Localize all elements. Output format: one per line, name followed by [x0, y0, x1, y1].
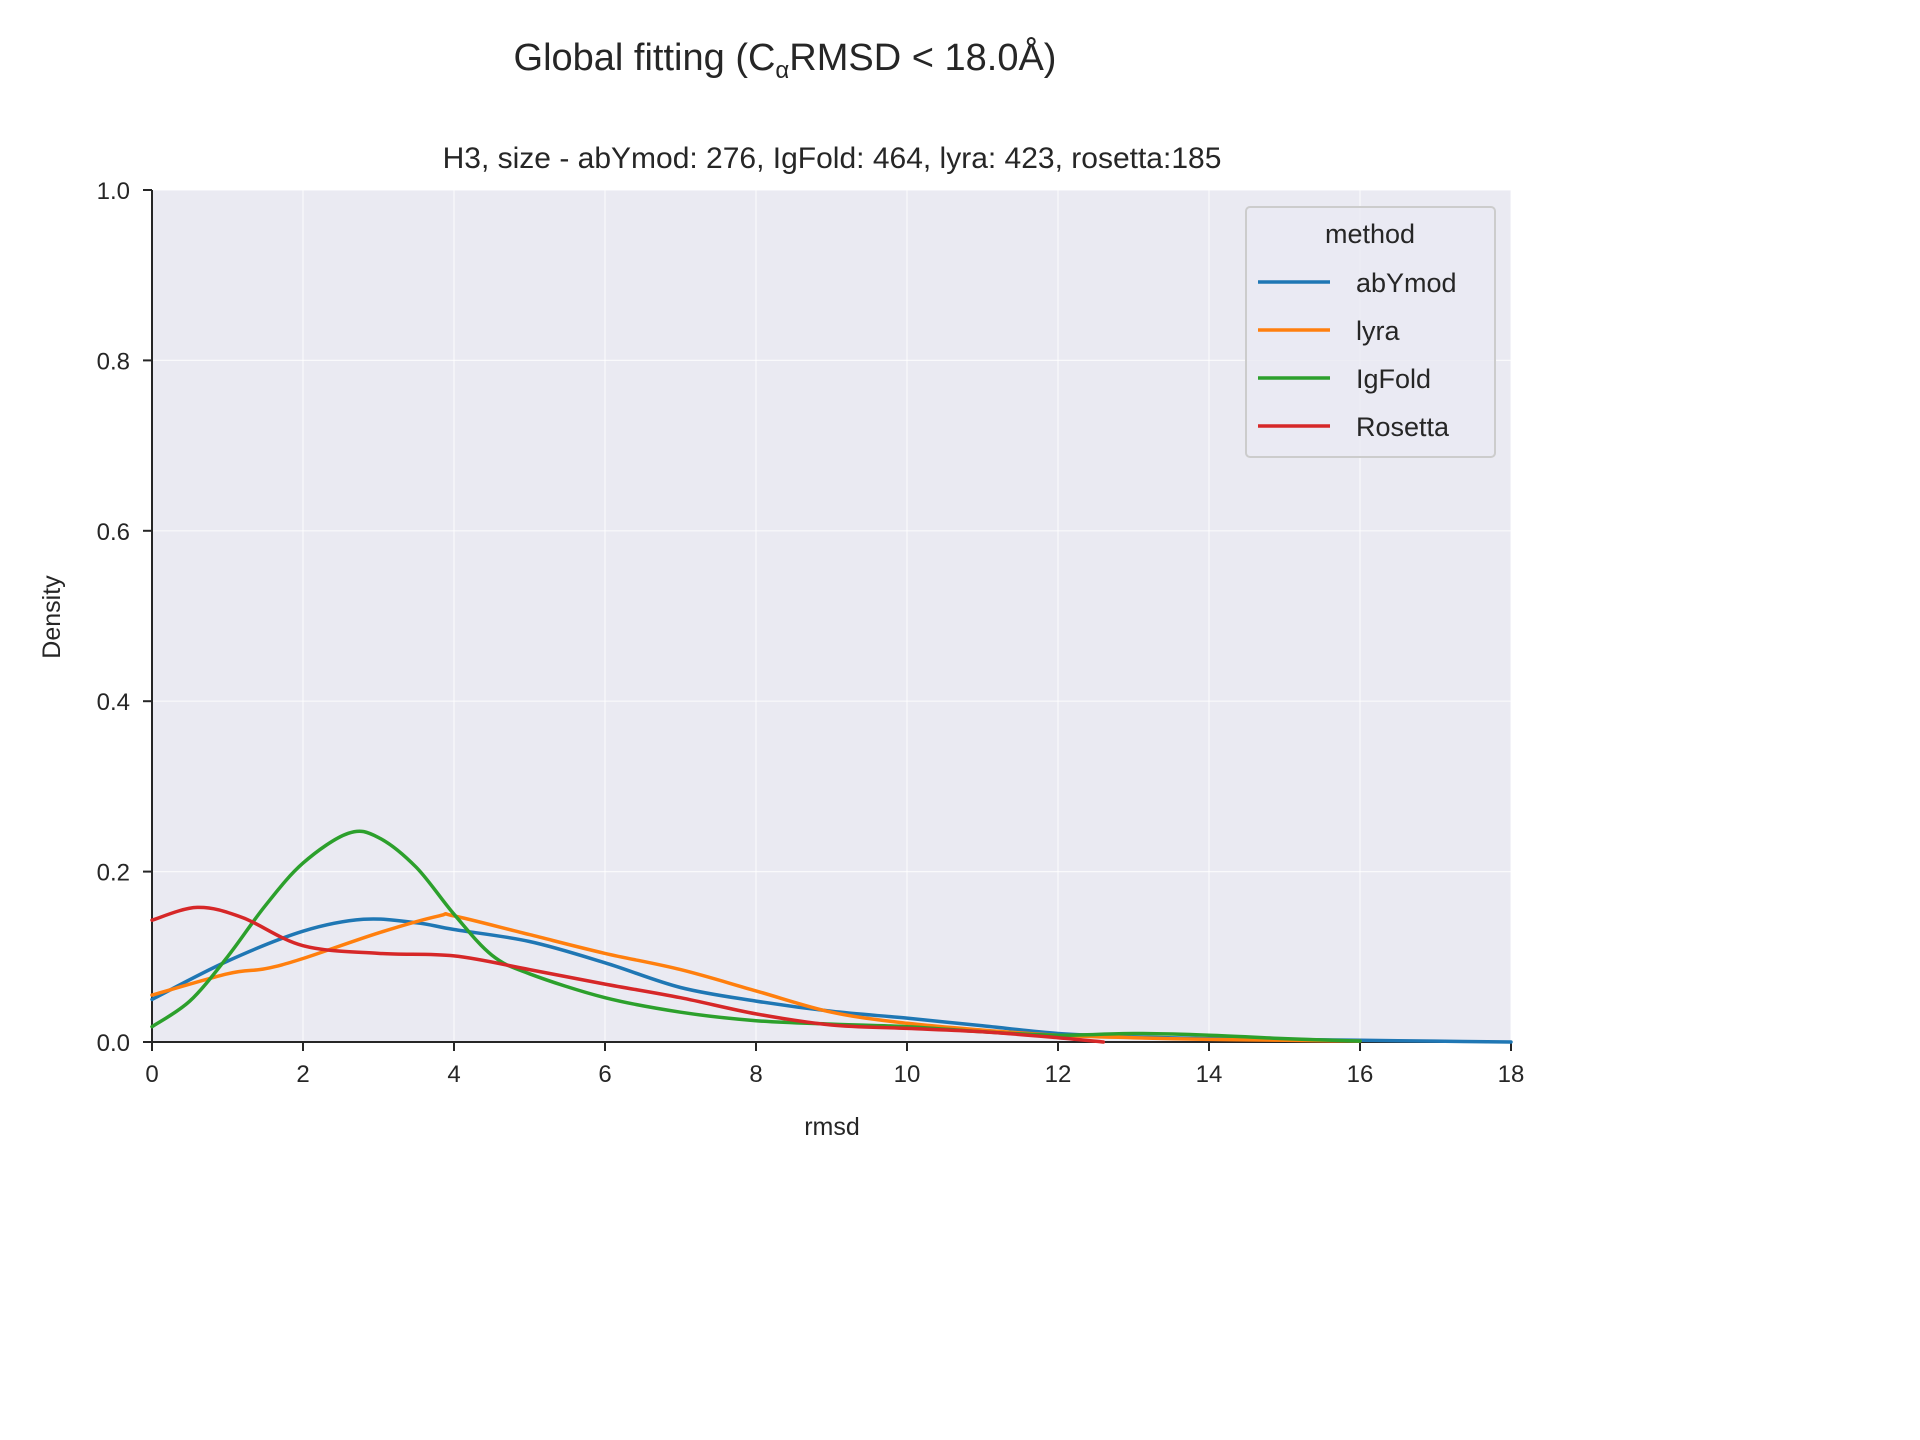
x-tick-label: 12: [1045, 1061, 1072, 1088]
y-tick-label: 0.8: [97, 348, 130, 375]
y-axis-label: Density: [38, 575, 66, 659]
series-lines: [150, 829, 1513, 1044]
y-tick-label: 1.0: [97, 178, 130, 205]
legend: method abYmod lyra IgFold Rosetta: [1245, 206, 1496, 458]
series-line-rosetta: [150, 905, 1106, 1044]
y-tick-label: 0.4: [97, 689, 130, 716]
legend-label-lyra: lyra: [1356, 316, 1400, 346]
chart-title: H3, size - abYmod: 276, IgFold: 464, lyr…: [443, 142, 1222, 175]
suptitle-subscript: α: [775, 57, 789, 84]
legend-label-abymod: abYmod: [1356, 268, 1457, 298]
x-tick-label: 14: [1196, 1061, 1223, 1088]
x-tick-label: 2: [296, 1061, 309, 1088]
x-tick-label: 4: [447, 1061, 460, 1088]
density-chart: Global fitting (CαRMSD < 18.0Å) H3, size…: [38, 35, 1525, 1141]
chart-suptitle: Global fitting (CαRMSD < 18.0Å): [514, 35, 1057, 84]
y-tick-label: 0.2: [97, 860, 130, 887]
x-tick-label: 8: [749, 1061, 762, 1088]
x-tick-label: 10: [894, 1061, 921, 1088]
y-tick-label: 0.6: [97, 519, 130, 546]
x-tick-label: 6: [598, 1061, 611, 1088]
legend-box: [1245, 206, 1496, 458]
legend-label-rosetta: Rosetta: [1356, 412, 1450, 442]
series-line-lyra: [150, 911, 1362, 1043]
x-tick-label: 0: [145, 1061, 158, 1088]
y-tick-label: 0.0: [97, 1030, 130, 1057]
legend-label-igfold: IgFold: [1356, 364, 1431, 394]
series-line-igfold: [150, 829, 1362, 1043]
x-tick-label: 18: [1498, 1061, 1525, 1088]
x-tick-label: 16: [1347, 1061, 1374, 1088]
axes: 0 2 4 6 8 10 12 14 16 18 0.0 0.2 0.4 0.6 0.8 1.0: [97, 178, 1525, 1088]
x-axis-label: rmsd: [804, 1113, 860, 1141]
legend-title: method: [1325, 219, 1415, 249]
suptitle-rest: RMSD < 18.0Å): [789, 35, 1056, 79]
suptitle-main: Global fitting (C: [514, 37, 776, 79]
